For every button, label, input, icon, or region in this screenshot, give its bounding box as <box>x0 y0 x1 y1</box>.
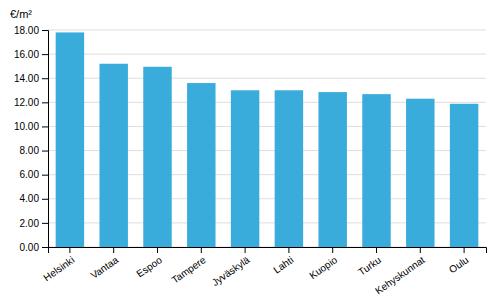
x-tick-label: Espoo <box>134 254 164 280</box>
y-tick-label: 14.00 <box>14 73 39 84</box>
y-tick-label: 2.00 <box>20 218 40 229</box>
y-tick-label: 6.00 <box>20 169 40 180</box>
y-tick: 16.00 <box>14 49 48 60</box>
y-tick: 12.00 <box>14 97 48 108</box>
bar <box>318 92 346 247</box>
x-tick: Tampere <box>170 247 209 286</box>
bar <box>406 99 434 247</box>
bar <box>275 90 303 247</box>
y-tick-label: 8.00 <box>20 145 40 156</box>
x-tick-label: Helsinki <box>41 254 76 283</box>
y-axis-line <box>42 31 49 248</box>
grid-line <box>48 30 486 31</box>
y-tick-label: 12.00 <box>14 97 39 108</box>
bars <box>56 32 479 247</box>
bar <box>362 94 390 247</box>
x-tick: Oulu <box>447 247 471 275</box>
x-tick-mark <box>69 247 70 253</box>
y-tick: 10.00 <box>14 121 48 132</box>
x-tick-label: Oulu <box>447 254 471 275</box>
x-tick-label: Jyväskylä <box>210 254 252 288</box>
y-tick: 14.00 <box>14 73 48 84</box>
y-tick-label: 18.00 <box>14 25 39 36</box>
x-tick-label: Turku <box>356 254 383 277</box>
x-tick: Espoo <box>134 247 164 279</box>
y-tick: 2.00 <box>20 218 48 229</box>
y-tick-mark <box>42 126 48 127</box>
y-tick: 0.00 <box>20 242 48 253</box>
y-tick-label: 10.00 <box>14 121 39 132</box>
y-tick: 4.00 <box>20 193 48 204</box>
y-tick-mark <box>42 151 48 152</box>
y-tick: 18.00 <box>14 25 48 36</box>
grid <box>48 30 486 247</box>
bar <box>56 32 84 247</box>
y-tick-mark <box>42 78 48 79</box>
y-tick: 8.00 <box>20 145 48 156</box>
y-tick-mark <box>42 247 48 248</box>
bar <box>231 90 259 247</box>
bar <box>187 83 215 247</box>
x-tick: Jyväskylä <box>210 247 252 288</box>
y-tick-label: 0.00 <box>20 242 40 253</box>
y-tick-mark <box>42 30 48 31</box>
x-tick-mark <box>420 247 421 253</box>
x-tick-mark <box>157 247 158 253</box>
x-tick: Kehyskunnat <box>373 247 427 296</box>
x-tick-label: Lahti <box>271 254 295 275</box>
x-tick-label: Vantaa <box>89 254 121 281</box>
x-tick: Kuopio <box>307 247 339 281</box>
x-tick-mark <box>332 247 333 253</box>
plot: 0.00 2.00 4.00 6.00 8.00 10.00 12.00 14.00 16.00… <box>14 25 487 297</box>
bar <box>143 67 171 247</box>
bar <box>99 64 127 247</box>
x-tick-mark <box>464 247 465 253</box>
x-tick-mark <box>376 247 377 253</box>
x-tick-mark <box>201 247 202 253</box>
x-tick-label: Tampere <box>170 254 209 286</box>
y-tick-label: 4.00 <box>20 193 40 204</box>
bar <box>450 104 478 247</box>
y-tick-mark <box>42 199 48 200</box>
y-tick: 6.00 <box>20 169 48 180</box>
y-tick-mark <box>42 223 48 224</box>
x-tick: Helsinki <box>41 247 76 283</box>
x-axis-line <box>49 248 487 254</box>
x-tick: Turku <box>356 247 383 278</box>
y-axis-label: €/m² <box>10 8 32 20</box>
x-tick-label: Kuopio <box>307 254 339 281</box>
y-tick-mark <box>42 54 48 55</box>
x-tick: Lahti <box>271 247 295 276</box>
y-axis: 0.00 2.00 4.00 6.00 8.00 10.00 12.00 14.00 16.00… <box>14 25 49 253</box>
y-tick-mark <box>42 175 48 176</box>
x-tick: Vantaa <box>89 247 121 281</box>
x-tick-mark <box>245 247 246 253</box>
x-axis: Helsinki Vantaa EspooTampereJyväskylä Lahti… <box>41 247 486 296</box>
y-tick-mark <box>42 102 48 103</box>
grid-line <box>48 54 486 55</box>
x-tick-mark <box>113 247 114 253</box>
x-tick-mark <box>288 247 289 253</box>
x-tick-label: Kehyskunnat <box>373 254 427 296</box>
chart: 0.00 2.00 4.00 6.00 8.00 10.00 12.00 14.00 16.00… <box>0 0 500 305</box>
y-tick-label: 16.00 <box>14 49 39 60</box>
